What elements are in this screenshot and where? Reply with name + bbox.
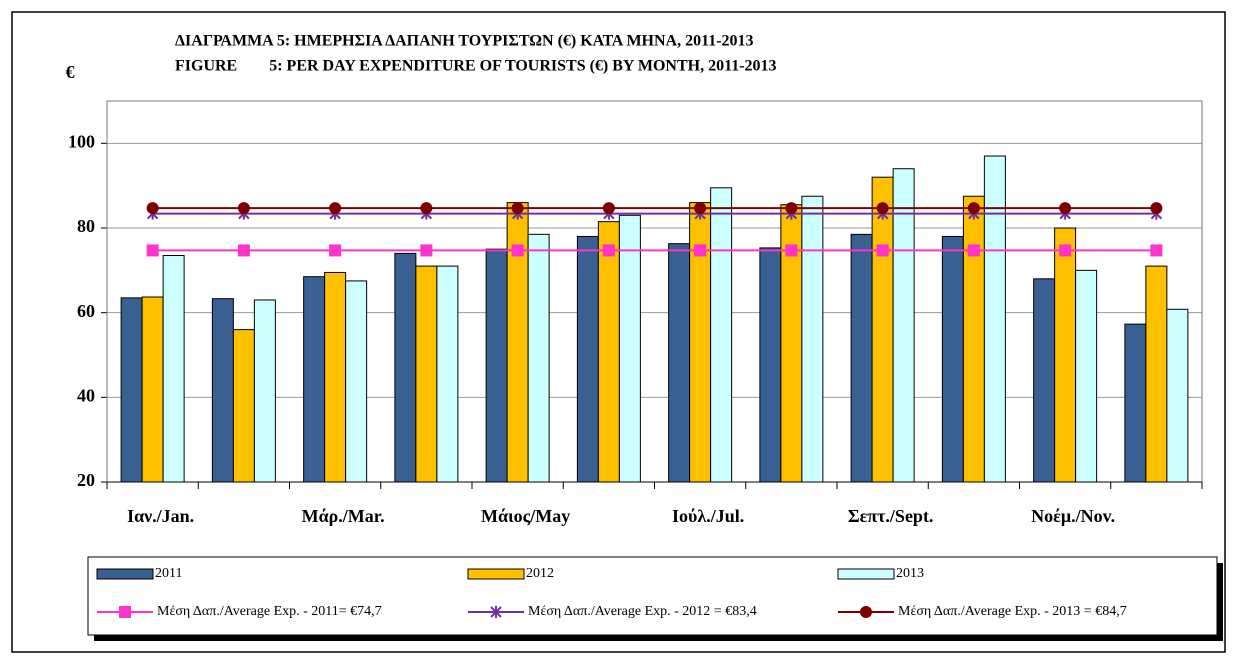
marker [785,244,798,257]
legend [87,556,1218,636]
bar [1075,269,1098,483]
bar [162,255,185,483]
bar [303,276,326,483]
legend-marker [860,606,872,618]
bar [1145,265,1168,483]
marker [1059,244,1072,257]
bar [892,168,915,483]
bar [232,329,255,483]
marker [237,202,250,215]
marker [694,244,707,257]
bar [485,248,508,483]
legend-label: Μέση Δαπ./Average Exp. - 2013 = €84,7 [898,604,1127,619]
marker [876,202,889,215]
bar [415,265,438,483]
x-tick-label: Μάρ./Mar. [302,506,385,526]
marker [511,202,524,215]
bar [668,243,691,483]
marker [420,202,433,215]
bar [597,221,620,483]
y-tick-label: 60 [77,301,95,321]
legend-label: Μέση Δαπ./Average Exp. - 2011= €74,7 [157,604,382,619]
bar [211,298,234,483]
legend-swatch [837,568,895,580]
bar [962,195,985,483]
bar [1054,227,1077,483]
legend-swatch [96,568,154,580]
bar [941,235,964,483]
marker [876,244,889,257]
y-tick-label: 40 [77,385,95,405]
legend-label: Μέση Δαπ./Average Exp. - 2012 = €83,4 [528,604,757,619]
x-tick-label: Ιούλ./Jul. [672,506,744,526]
bar [618,214,641,483]
bar [1033,278,1056,483]
legend-marker [119,606,131,618]
marker [694,202,707,215]
x-tick-label: Νοέμ./Nov. [1031,506,1115,526]
marker [602,244,615,257]
y-tick-label: 20 [77,470,95,490]
bar [759,247,782,483]
marker [1150,244,1163,257]
bar [871,176,894,483]
marker [237,244,250,257]
bar [394,252,417,483]
bar [527,233,550,483]
bar [120,297,143,483]
marker [1059,202,1072,215]
y-tick-label: 80 [77,216,95,236]
bar [576,235,599,483]
marker [511,244,524,257]
legend-label: 2012 [526,566,554,581]
legend-label: 2011 [155,566,182,581]
bar [801,195,824,483]
marker [967,244,980,257]
bar [141,296,164,483]
bar [324,271,347,483]
bar [1166,308,1189,483]
marker [420,244,433,257]
marker [329,202,342,215]
bar [983,155,1006,483]
marker [967,202,980,215]
bar [1124,323,1147,483]
y-tick-label: 100 [68,131,95,151]
bar [436,265,459,483]
bar [345,280,368,483]
legend-label: 2013 [896,566,924,581]
legend-swatch [467,568,525,580]
y-axis-label: € [66,62,75,82]
marker [602,202,615,215]
chart-subtitle: FIGURE 5: PER DAY EXPENDITURE OF TOURIST… [175,58,777,75]
bar [253,299,276,483]
x-tick-label: Ιαν./Jan. [127,506,194,526]
marker [146,202,159,215]
marker [785,202,798,215]
marker [329,244,342,257]
bar [710,187,733,483]
bar [850,233,873,483]
frame [11,11,1226,653]
x-tick-label: Μάιος/May [481,506,570,526]
marker [1150,202,1163,215]
chart-title: ΔΙΑΓΡΑΜΜΑ 5: ΗΜΕΡΗΣΙΑ ΔΑΠΑΝΗ ΤΟΥΡΙΣΤΩΝ (… [175,33,754,50]
legend-marker [490,606,502,618]
marker [146,244,159,257]
x-tick-label: Σεπτ./Sept. [848,506,934,526]
